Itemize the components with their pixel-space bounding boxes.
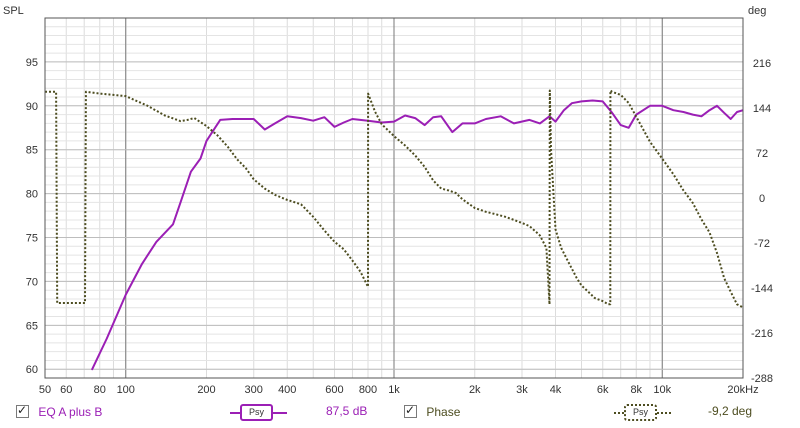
left-axis-title: SPL bbox=[3, 5, 24, 17]
series-2-tag: Psy bbox=[624, 404, 658, 421]
series-1-tag: Psy bbox=[240, 404, 274, 421]
plot-frame bbox=[44, 17, 744, 379]
right-tick-label: 216 bbox=[753, 58, 771, 70]
series-2-swatch: Psy bbox=[614, 404, 672, 424]
left-tick-label: 90 bbox=[26, 101, 38, 113]
legend-series-1[interactable]: EQ A plus B bbox=[16, 403, 103, 424]
series-1-value: 87,5 dB bbox=[326, 404, 368, 418]
x-tick-label: 1k bbox=[388, 384, 400, 396]
x-tick-label: 2k bbox=[469, 384, 481, 396]
x-tick-label: 20kHz bbox=[727, 384, 758, 396]
right-tick-label: -216 bbox=[751, 328, 773, 340]
series-2-checkbox[interactable] bbox=[404, 403, 417, 419]
x-tick-label: 100 bbox=[117, 384, 135, 396]
frequency-response-chart: 50 60 80 100 200 300 400 600 800 1k 2k 3k 4k 6k 8k 10k 2… bbox=[3, 5, 773, 396]
series-layer bbox=[45, 89, 743, 371]
left-tick-label: 70 bbox=[26, 276, 38, 288]
right-tick-label: 0 bbox=[759, 193, 765, 205]
x-tick-label: 6k bbox=[597, 384, 609, 396]
x-tick-label: 300 bbox=[245, 384, 263, 396]
grid-major bbox=[45, 18, 743, 378]
left-tick-label: 95 bbox=[26, 57, 38, 69]
left-tick-label: 60 bbox=[26, 364, 38, 376]
series-line-2 bbox=[45, 89, 743, 309]
right-tick-label: -288 bbox=[751, 373, 773, 385]
x-tick-label: 8k bbox=[630, 384, 642, 396]
right-tick-label: -144 bbox=[751, 283, 773, 295]
right-tick-labels: 216 144 72 0 -72 -144 -216 -288 bbox=[751, 58, 773, 385]
left-tick-label: 85 bbox=[26, 145, 38, 157]
legend-series-2[interactable]: Phase bbox=[404, 403, 461, 424]
right-tick-label: 144 bbox=[753, 103, 771, 115]
series-2-label: Phase bbox=[426, 404, 461, 419]
x-tick-label: 3k bbox=[516, 384, 528, 396]
series-1-label: EQ A plus B bbox=[38, 404, 103, 419]
x-tick-label: 800 bbox=[359, 384, 377, 396]
x-tick-label: 200 bbox=[197, 384, 215, 396]
right-tick-label: 72 bbox=[756, 148, 768, 160]
x-tick-labels: 50 60 80 100 200 300 400 600 800 1k 2k 3k 4k 6k 8k 10k 2… bbox=[39, 384, 759, 396]
x-tick-label: 50 bbox=[39, 384, 51, 396]
left-tick-labels: 60 65 70 75 80 85 90 95 bbox=[26, 57, 38, 376]
x-tick-label: 4k bbox=[550, 384, 562, 396]
x-tick-label: 400 bbox=[278, 384, 296, 396]
x-tick-label: 10k bbox=[653, 384, 671, 396]
series-1-swatch: Psy bbox=[230, 404, 288, 424]
left-tick-label: 75 bbox=[26, 233, 38, 245]
series-1-checkbox[interactable] bbox=[16, 403, 29, 419]
x-tick-label: 60 bbox=[60, 384, 72, 396]
left-tick-label: 65 bbox=[26, 320, 38, 332]
x-tick-label: 600 bbox=[325, 384, 343, 396]
series-line-1 bbox=[91, 99, 743, 371]
series-2-value: -9,2 deg bbox=[708, 404, 753, 418]
left-tick-label: 80 bbox=[26, 189, 38, 201]
x-tick-label: 80 bbox=[94, 384, 106, 396]
right-axis-title: deg bbox=[748, 5, 766, 17]
right-tick-label: -72 bbox=[754, 238, 770, 250]
